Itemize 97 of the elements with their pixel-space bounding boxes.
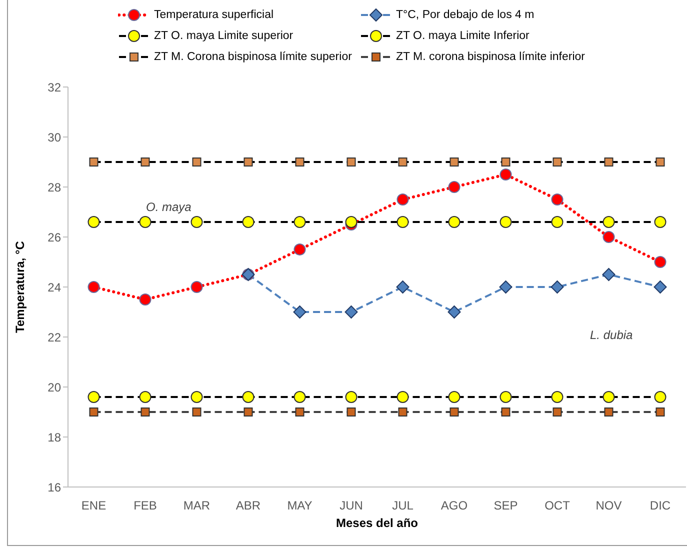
x-tick-label: MAY (287, 498, 312, 513)
point (396, 194, 409, 206)
point (192, 408, 202, 416)
point (500, 168, 512, 180)
point (242, 391, 254, 403)
point (551, 216, 564, 228)
point (550, 280, 564, 294)
legend-label: ZT M. corona bispinosa límite inferior (396, 51, 585, 63)
point (656, 408, 665, 416)
point (242, 216, 254, 228)
x-tick-label: FEB (134, 498, 157, 513)
point (88, 391, 100, 403)
annotation: O. maya (146, 200, 192, 214)
point (293, 306, 306, 318)
x-tick-label: JUL (392, 498, 414, 513)
point (551, 391, 564, 403)
legend-label: ZT O. maya Limite Inferior (396, 30, 530, 42)
x-tick-label: ABR (236, 498, 261, 513)
x-tick-label: MAR (183, 498, 210, 513)
point (448, 306, 461, 318)
y-tick-label: 30 (48, 130, 62, 144)
point (500, 216, 512, 228)
point (190, 391, 203, 403)
point (499, 280, 512, 294)
x-axis-title: Meses del año (336, 516, 418, 530)
point (654, 216, 666, 228)
x-tick-label: ENE (81, 498, 106, 513)
point (654, 280, 667, 294)
point (500, 391, 512, 403)
point (501, 158, 510, 166)
point (140, 408, 150, 416)
point (192, 158, 202, 166)
point (139, 391, 152, 403)
x-tick-label: AGO (440, 498, 468, 513)
y-tick-label: 24 (48, 280, 62, 294)
point (552, 158, 562, 166)
point (294, 391, 306, 403)
point (140, 158, 150, 166)
point (450, 408, 459, 416)
point (190, 216, 203, 228)
legend-label: ZT M. Corona bispinosa límite superior (154, 51, 352, 63)
point (448, 181, 460, 193)
y-tick-label: 20 (48, 380, 62, 394)
point (89, 408, 98, 416)
point (656, 158, 665, 166)
x-tick-label: DIC (650, 498, 671, 513)
point (396, 216, 409, 228)
point (450, 158, 459, 166)
annotation: L. dubia (590, 328, 633, 342)
point (602, 231, 615, 243)
point (448, 391, 460, 403)
point (346, 408, 356, 416)
point (88, 281, 100, 293)
point (190, 281, 203, 293)
point (89, 158, 98, 166)
y-tick-label: 16 (48, 480, 62, 494)
point (551, 194, 564, 206)
legend-label: ZT O. maya Limite superior (154, 30, 294, 42)
point (244, 408, 253, 416)
y-tick-label: 22 (48, 330, 62, 344)
point (294, 216, 306, 228)
point (654, 391, 666, 403)
point (552, 408, 562, 416)
point (398, 158, 408, 166)
point (398, 408, 408, 416)
point (345, 216, 358, 228)
point (244, 158, 253, 166)
point (602, 268, 616, 281)
point (295, 158, 304, 166)
point (139, 216, 152, 228)
point (88, 216, 100, 228)
y-tick-label: 32 (48, 80, 62, 94)
point (344, 306, 358, 318)
x-tick-label: JUN (340, 498, 363, 513)
y-tick-label: 26 (48, 230, 62, 244)
x-tick-label: NOV (596, 498, 622, 513)
point (346, 158, 356, 166)
point (602, 391, 615, 403)
point (604, 158, 614, 166)
point (396, 280, 410, 294)
legend-label: T°C, Por debajo de los 4 m (396, 9, 534, 21)
y-axis-title: Temperatura, °C (13, 240, 27, 333)
legend-label: Temperatura superficial (154, 9, 274, 21)
point (448, 216, 460, 228)
point (602, 216, 615, 228)
point (654, 256, 666, 268)
x-tick-label: OCT (544, 498, 571, 513)
point (345, 391, 358, 403)
y-tick-label: 28 (48, 180, 62, 194)
point (139, 294, 152, 306)
x-tick-label: SEP (494, 498, 518, 513)
point (501, 408, 510, 416)
y-tick-label: 18 (48, 430, 62, 444)
point (294, 244, 306, 256)
point (295, 408, 304, 416)
point (396, 391, 409, 403)
point (604, 408, 614, 416)
